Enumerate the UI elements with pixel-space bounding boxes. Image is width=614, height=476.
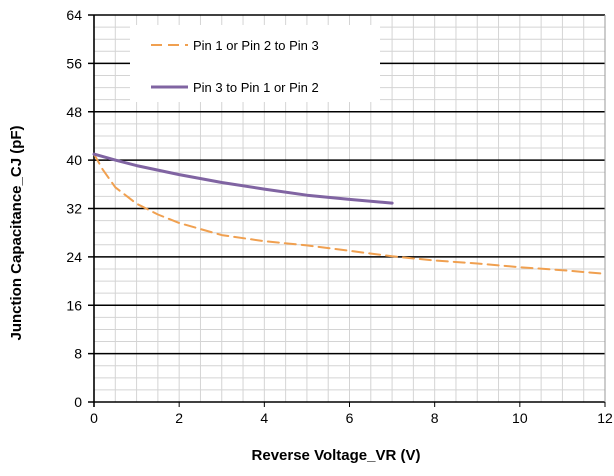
x-tick-label: 10: [512, 410, 528, 426]
x-tick-label: 0: [90, 410, 98, 426]
y-tick-label: 56: [66, 55, 82, 71]
legend-label-2: Pin 3 to Pin 1 or Pin 2: [193, 80, 319, 95]
legend-box: [130, 25, 380, 102]
y-tick-label: 0: [74, 394, 82, 410]
major-grid: [88, 14, 606, 407]
y-tick-label: 48: [66, 104, 82, 120]
x-tick-label: 2: [175, 410, 183, 426]
series-line-1: [93, 153, 606, 275]
legend-label-1: Pin 1 or Pin 2 to Pin 3: [193, 38, 319, 53]
y-tick-label: 64: [66, 7, 82, 23]
y-tick-label: 16: [66, 297, 82, 313]
x-tick-label: 12: [597, 410, 613, 426]
x-axis-label: Reverse Voltage_VR (V): [252, 447, 421, 464]
y-tick-label: 24: [66, 249, 82, 265]
x-tick-labels: 0 2 4 6 8 10 12: [90, 402, 613, 426]
y-tick-label: 32: [66, 201, 82, 217]
y-tick-label: 8: [74, 346, 82, 362]
x-tick-label: 4: [260, 410, 268, 426]
series-layer: [92, 152, 606, 275]
y-tick-label: 40: [66, 152, 82, 168]
y-axis-label: Junction Capacitance_CJ (pF): [8, 125, 25, 340]
x-tick-label: 8: [431, 410, 439, 426]
legend: Pin 1 or Pin 2 to Pin 3 Pin 3 to Pin 1 or…: [130, 25, 380, 102]
series-line-2: [92, 152, 394, 205]
x-tick-label: 6: [346, 410, 354, 426]
y-tick-labels: 0 8 16 24 32 40 48 56 64: [66, 7, 82, 410]
